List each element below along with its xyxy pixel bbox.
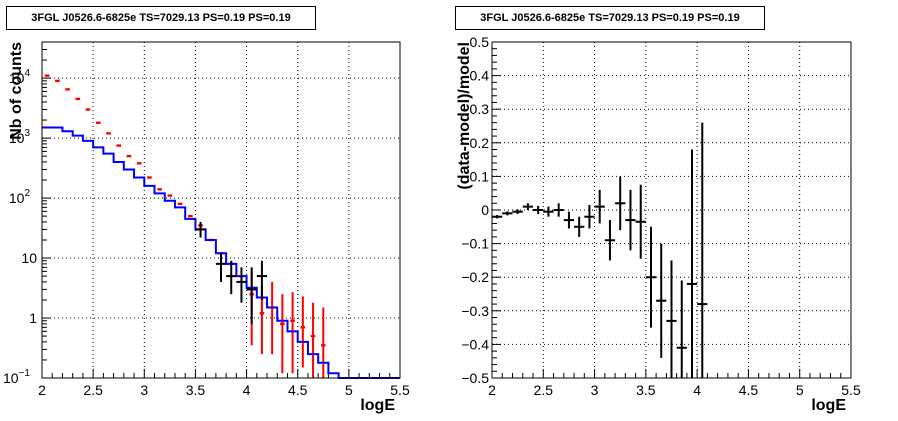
counts-x-tick-label: 5.5 [390,382,410,398]
residual-y-tick-label: −0.1 [461,236,489,252]
counts-x-tick-label: 2 [38,382,46,398]
residual-x-tick-label: 2.5 [534,382,554,398]
residual-plot-area [491,41,852,379]
counts-chart: 2 2.5 3 3.5 4 4.5 5 5.5 10−1 1 10 102 103 104 logE Nb o… [3,41,410,414]
residual-y-tick-label: 0.4 [470,68,490,84]
residual-y-tick-label: −0.4 [461,336,489,352]
counts-x-tick-label: 2.5 [83,382,103,398]
residual-x-axis-title: logE [811,397,846,414]
residual-y-tick-label: 0.1 [470,168,490,184]
residual-chart: 2 2.5 3 3.5 4 4.5 5 5.5 −0.5 −0.4 −0.3 −0.2 −0.1 0 0.1… [456,34,861,414]
counts-chart-title: 3FGL J0526.6-6825e TS=7029.13 PS=0.19 PS… [6,6,316,30]
residual-y-tick-label: 0 [481,202,489,218]
counts-y-tick-label: 102 [9,188,31,206]
residual-y-axis-title: (data-model)/model [456,42,473,190]
residual-y-tick-label: −0.2 [461,269,489,285]
counts-x-tick-label: 3 [140,382,148,398]
counts-y-tick-label: 104 [9,68,31,86]
counts-plot-area [41,41,401,379]
counts-x-axis-title: logE [360,397,395,414]
counts-y-tick-label: 1 [29,310,37,326]
residual-y-tick-label: 0.5 [470,34,490,50]
counts-x-tick-label: 5 [345,382,353,398]
residual-frame [491,41,852,379]
residual-x-tick-label: 4.5 [739,382,759,398]
model-histogram [42,126,400,379]
counts-y-tick-label: 10−1 [3,368,30,386]
counts-x-tick-label: 4.5 [288,382,308,398]
counts-y-axis-title: Nb of counts [8,42,25,140]
counts-x-tick-label: 3.5 [186,382,206,398]
counts-panel: 2 2.5 3 3.5 4 4.5 5 5.5 10−1 1 10 102 103 104 logE Nb o… [3,6,410,414]
residual-y-tick-label: 0.3 [470,101,490,117]
residual-x-tick-label: 5 [796,382,804,398]
residual-chart-title: 3FGL J0526.6-6825e TS=7029.13 PS=0.19 PS… [455,6,765,30]
residual-x-tick-label: 3 [591,382,599,398]
residual-x-tick-label: 5.5 [841,382,861,398]
residual-x-tick-label: 3.5 [636,382,656,398]
residual-y-tick-label: −0.3 [461,303,489,319]
residual-x-tick-label: 4 [693,382,701,398]
residual-y-tick-label: −0.5 [461,370,489,386]
counts-x-tick-label: 4 [243,382,251,398]
counts-y-tick-label: 10 [21,250,37,266]
counts-frame [41,41,401,379]
residual-panel: 2 2.5 3 3.5 4 4.5 5 5.5 −0.5 −0.4 −0.3 −0.2 −0.1 0 0.1… [449,0,898,421]
residual-y-tick-label: 0.2 [470,135,490,151]
counts-y-tick-label: 103 [9,128,31,146]
residual-x-tick-label: 2 [488,382,496,398]
